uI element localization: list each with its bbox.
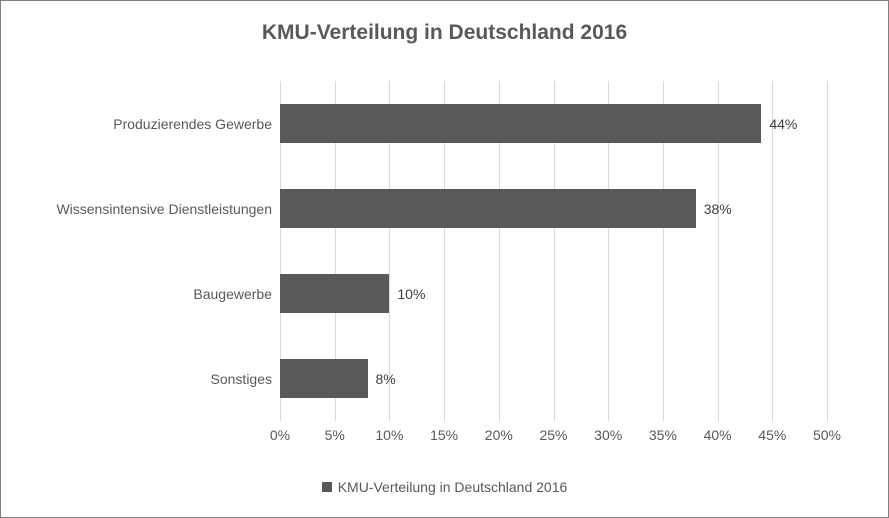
bar-row: Baugewerbe10% bbox=[280, 274, 827, 312]
x-tick-label: 20% bbox=[485, 427, 513, 443]
x-tick-label: 35% bbox=[649, 427, 677, 443]
bar-row: Wissensintensive Dienstleistungen38% bbox=[280, 189, 827, 227]
legend-label: KMU-Verteilung in Deutschland 2016 bbox=[338, 479, 568, 495]
x-tick-label: 40% bbox=[704, 427, 732, 443]
bar: 38% bbox=[280, 189, 696, 227]
category-label: Baugewerbe bbox=[193, 286, 280, 302]
bar-row: Produzierendes Gewerbe44% bbox=[280, 104, 827, 142]
chart-title: KMU-Verteilung in Deutschland 2016 bbox=[1, 21, 888, 45]
x-tick-label: 5% bbox=[325, 427, 345, 443]
chart-frame: KMU-Verteilung in Deutschland 2016 0%5%1… bbox=[0, 0, 889, 518]
bar-row: Sonstiges8% bbox=[280, 359, 827, 397]
x-tick-label: 15% bbox=[430, 427, 458, 443]
bar-value-label: 38% bbox=[696, 201, 732, 217]
x-tick-label: 10% bbox=[375, 427, 403, 443]
bar: 44% bbox=[280, 104, 761, 142]
bar: 8% bbox=[280, 359, 368, 397]
x-tick-label: 0% bbox=[270, 427, 290, 443]
legend: KMU-Verteilung in Deutschland 2016 bbox=[1, 479, 888, 497]
bar-value-label: 8% bbox=[368, 371, 396, 387]
bar-value-label: 44% bbox=[761, 116, 797, 132]
bar: 10% bbox=[280, 274, 389, 312]
x-tick-label: 45% bbox=[758, 427, 786, 443]
legend-swatch bbox=[322, 482, 332, 492]
category-label: Wissensintensive Dienstleistungen bbox=[56, 201, 280, 217]
gridline bbox=[827, 81, 828, 421]
category-label: Produzierendes Gewerbe bbox=[113, 116, 280, 132]
x-tick-label: 50% bbox=[813, 427, 841, 443]
plot-area: 0%5%10%15%20%25%30%35%40%45%50%Produzier… bbox=[280, 81, 827, 421]
category-label: Sonstiges bbox=[211, 371, 280, 387]
bar-value-label: 10% bbox=[389, 286, 425, 302]
x-tick-label: 30% bbox=[594, 427, 622, 443]
x-tick-label: 25% bbox=[539, 427, 567, 443]
